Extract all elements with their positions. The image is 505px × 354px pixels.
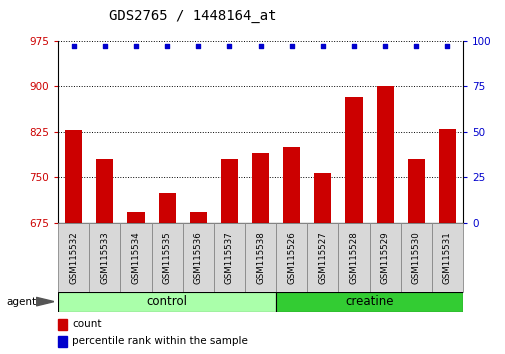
Point [70,43,78,49]
Point [349,43,358,49]
Text: GSM115534: GSM115534 [131,231,140,284]
Bar [127,212,144,223]
Bar [407,159,424,223]
Text: GSM115527: GSM115527 [318,231,327,284]
Text: GSM115535: GSM115535 [162,231,171,284]
Point [100,43,109,49]
Bar [276,292,462,312]
Polygon shape [36,297,54,306]
Text: agent: agent [6,297,36,307]
Text: GSM115526: GSM115526 [287,231,295,284]
Text: creatine: creatine [344,295,393,308]
Text: GDS2765 / 1448164_at: GDS2765 / 1448164_at [108,9,276,23]
Bar [58,223,89,292]
Bar [158,193,175,223]
Text: GSM115537: GSM115537 [225,231,233,284]
Bar [182,223,214,292]
Bar [283,147,299,223]
Bar [369,223,400,292]
Point [225,43,233,49]
Bar [244,223,276,292]
Bar [376,86,393,223]
Bar [189,212,207,223]
Bar [221,159,237,223]
Text: GSM115532: GSM115532 [69,231,78,284]
Bar [400,223,431,292]
Bar [345,97,362,223]
Point [287,43,295,49]
Text: GSM115528: GSM115528 [349,231,358,284]
Point [132,43,140,49]
Text: GSM115533: GSM115533 [100,231,109,284]
Point [256,43,264,49]
Text: percentile rank within the sample: percentile rank within the sample [72,336,248,346]
Point [380,43,388,49]
Bar [120,223,152,292]
Point [163,43,171,49]
Point [442,43,450,49]
Point [194,43,202,49]
Text: count: count [72,319,102,329]
Text: control: control [146,295,187,308]
Bar [338,223,369,292]
Bar [65,130,82,223]
Bar [152,223,182,292]
Bar [307,223,338,292]
Text: GSM115530: GSM115530 [411,231,420,284]
Bar [58,319,67,330]
Point [318,43,326,49]
Bar [431,223,462,292]
Bar [214,223,244,292]
Bar [276,223,307,292]
Bar [314,173,331,223]
Bar [58,336,67,347]
Bar [96,159,113,223]
Bar [89,223,120,292]
Text: GSM115536: GSM115536 [193,231,203,284]
Text: GSM115538: GSM115538 [256,231,265,284]
Bar [58,292,276,312]
Text: GSM115529: GSM115529 [380,231,389,284]
Point [412,43,420,49]
Bar [251,153,269,223]
Bar [438,129,455,223]
Text: GSM115531: GSM115531 [442,231,451,284]
